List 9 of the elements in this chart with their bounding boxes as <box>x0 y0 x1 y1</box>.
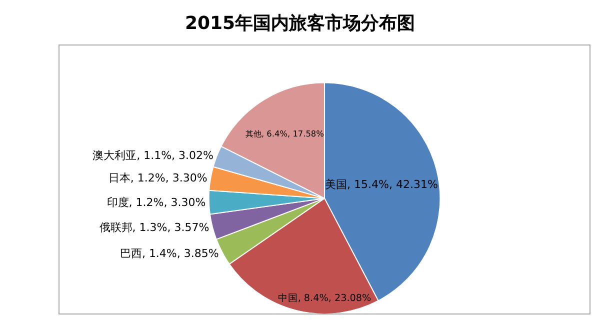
slice-label: 日本, 1.2%, 3.30% <box>108 172 208 185</box>
slice-label: 巴西, 1.4%, 3.85% <box>120 246 219 260</box>
slice-label: 中国, 8.4%, 23.08% <box>278 292 372 304</box>
chart-title: 2015年国内旅客市场分布图 <box>184 12 416 34</box>
slice-label: 澳大利亚, 1.1%, 3.02% <box>92 148 214 162</box>
slice-label: 印度, 1.2%, 3.30% <box>106 196 206 209</box>
slice-label: 其他, 6.4%, 17.58% <box>245 128 324 138</box>
slice-label: 俄联邦, 1.3%, 3.57% <box>99 220 210 234</box>
slice-label: 美国, 15.4%, 42.31% <box>325 178 438 191</box>
